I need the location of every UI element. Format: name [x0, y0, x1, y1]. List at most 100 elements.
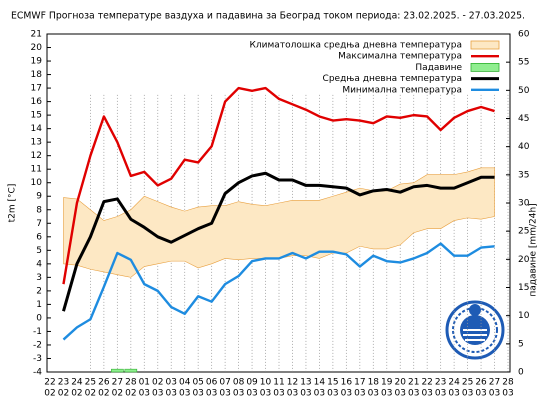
- y-tick-label: 17: [31, 84, 42, 94]
- x-tick-label: 19: [381, 378, 393, 388]
- x-tick-label-month: 03: [300, 389, 311, 399]
- line-series: [62, 171, 495, 312]
- y-tick-label: 15: [31, 111, 42, 121]
- x-tick-label-month: 03: [421, 389, 432, 399]
- x-tick-label-month: 02: [44, 389, 55, 399]
- y2-tick-label: 45: [518, 114, 529, 124]
- y2-tick-label: 10: [518, 311, 530, 321]
- y-tick-label: 8: [36, 205, 42, 215]
- x-tick-label: 22: [44, 378, 55, 388]
- x-tick-label-month: 03: [489, 389, 500, 399]
- y-tick-label: 12: [31, 151, 42, 161]
- x-tick-label-month: 02: [125, 389, 136, 399]
- x-tick-label: 24: [71, 378, 83, 388]
- y-tick-label: -3: [33, 354, 42, 364]
- y-tick-label: 4: [36, 259, 42, 269]
- x-tick-label: 05: [192, 378, 203, 388]
- y2-tick-label: 25: [518, 227, 529, 237]
- x-tick-label-month: 02: [85, 389, 96, 399]
- x-tick-label: 12: [287, 378, 298, 388]
- x-tick-label: 13: [300, 378, 311, 388]
- y-tick-label: 14: [31, 124, 43, 134]
- y-tick-label: -1: [33, 327, 42, 337]
- x-tick-label-month: 02: [98, 389, 109, 399]
- legend-label: Падавине: [415, 63, 462, 73]
- y2-tick-label: 20: [518, 255, 530, 265]
- y-axis-label: t2m [°C]: [8, 184, 18, 223]
- y-tick-label: 3: [36, 273, 42, 283]
- x-tick-label: 07: [219, 378, 230, 388]
- x-tick-label-month: 02: [58, 389, 69, 399]
- y-tick-label: 20: [31, 43, 43, 53]
- x-tick-label-month: 03: [206, 389, 217, 399]
- y-tick-label: 2: [36, 286, 42, 296]
- y2-tick-label: 0: [518, 368, 524, 378]
- y2-tick-label: 55: [518, 58, 529, 68]
- y2-tick-label: 50: [518, 86, 530, 96]
- y-tick-label: 6: [36, 232, 42, 242]
- x-tick-label-month: 03: [219, 389, 230, 399]
- x-tick-label: 15: [327, 378, 338, 388]
- y2-tick-label: 30: [518, 199, 530, 209]
- x-tick-label-month: 02: [112, 389, 123, 399]
- x-tick-label: 20: [395, 378, 407, 388]
- y-tick-label: -2: [33, 340, 42, 350]
- legend-label: Максимална температура: [338, 52, 462, 62]
- legend-label: Климатолошка средња дневна температура: [250, 41, 462, 51]
- y-tick-label: 7: [36, 219, 42, 229]
- x-tick-label-month: 03: [354, 389, 365, 399]
- x-tick-label: 14: [314, 378, 326, 388]
- x-tick-label-month: 03: [139, 389, 150, 399]
- x-tick-label: 25: [85, 378, 96, 388]
- y2-tick-label: 5: [518, 339, 524, 349]
- x-tick-label: 23: [58, 378, 69, 388]
- precip-bar: [111, 368, 124, 373]
- x-tick-label-month: 03: [435, 389, 446, 399]
- x-tick-label-month: 02: [71, 389, 82, 399]
- x-tick-label: 17: [354, 378, 365, 388]
- x-tick-label-month: 03: [152, 389, 163, 399]
- x-tick-label-month: 03: [192, 389, 203, 399]
- x-tick-label: 26: [475, 378, 487, 388]
- y-tick-label: 10: [31, 178, 43, 188]
- x-tick-label: 22: [421, 378, 432, 388]
- legend-label: Средња дневна температура: [323, 74, 462, 84]
- y-tick-label: -4: [33, 368, 42, 378]
- x-tick-label-month: 03: [341, 389, 352, 399]
- x-tick-label: 26: [98, 378, 110, 388]
- x-tick-label-month: 03: [166, 389, 177, 399]
- y-tick-label: 11: [31, 165, 42, 175]
- x-tick-label: 04: [179, 378, 191, 388]
- x-tick-label-month: 03: [260, 389, 271, 399]
- x-tick-label-month: 03: [233, 389, 244, 399]
- climatology-band: [63, 167, 495, 278]
- x-tick-label: 25: [462, 378, 473, 388]
- y-tick-label: 0: [36, 313, 42, 323]
- x-tick-label: 27: [112, 378, 123, 388]
- x-tick-label-month: 03: [381, 389, 392, 399]
- x-tick-label-month: 03: [475, 389, 486, 399]
- x-tick-label: 16: [341, 378, 353, 388]
- x-tick-label: 01: [139, 378, 150, 388]
- legend-swatch: [470, 40, 500, 50]
- y2-tick-label: 15: [518, 283, 529, 293]
- y-tick-label: 5: [36, 246, 42, 256]
- x-tick-label-month: 03: [179, 389, 190, 399]
- x-tick-label-month: 03: [462, 389, 473, 399]
- x-tick-label-month: 03: [246, 389, 257, 399]
- x-tick-label-month: 03: [368, 389, 379, 399]
- chart-title: ECMWF Прогноза температуре ваздуха и пад…: [11, 11, 525, 22]
- x-tick-label: 06: [206, 378, 218, 388]
- legend-swatch: [470, 63, 500, 72]
- x-tick-label-month: 03: [448, 389, 459, 399]
- x-tick-label-month: 03: [395, 389, 406, 399]
- x-tick-label-month: 03: [408, 389, 419, 399]
- legend-label: Минимална температура: [342, 85, 462, 95]
- y2-tick-label: 60: [518, 30, 530, 40]
- line-series: [62, 242, 495, 341]
- x-tick-label: 28: [125, 378, 137, 388]
- y-tick-label: 1: [36, 300, 42, 310]
- y-tick-label: 18: [31, 70, 43, 80]
- line-series: [62, 86, 495, 285]
